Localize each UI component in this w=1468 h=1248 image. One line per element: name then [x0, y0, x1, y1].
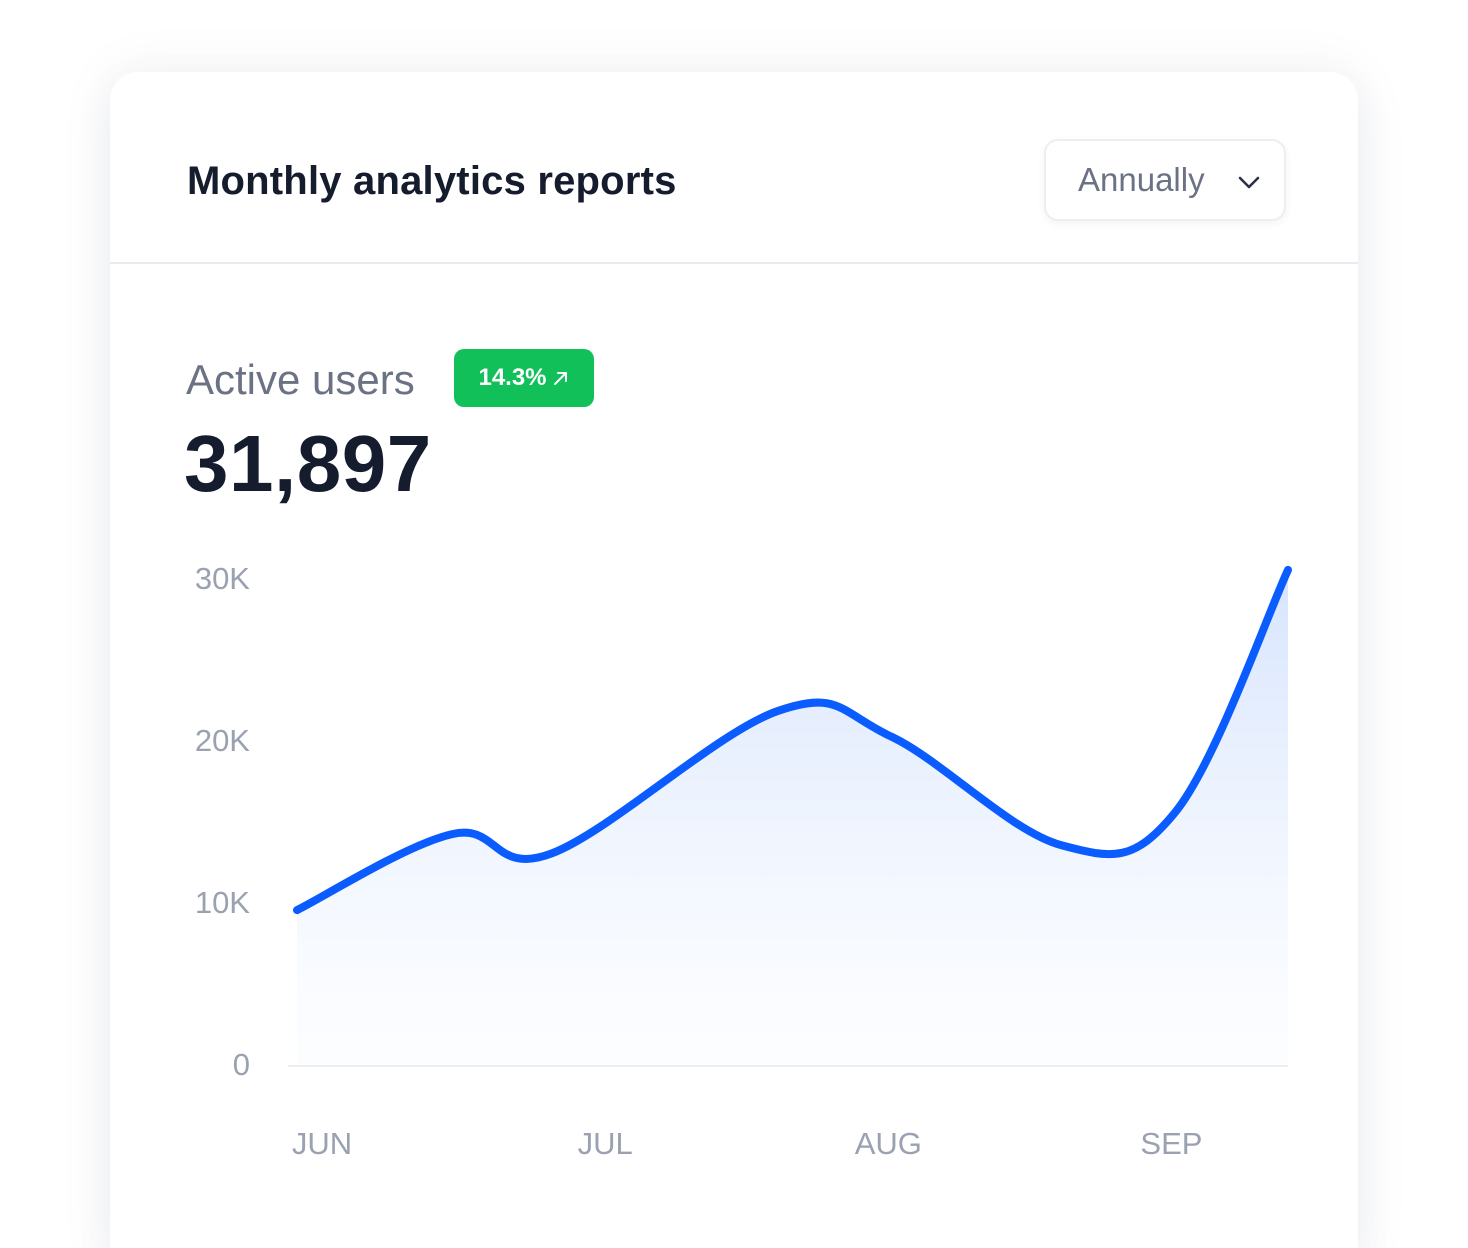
chevron-down-icon: [1238, 176, 1260, 189]
metric-value: 31,897: [184, 419, 432, 508]
card-header: Monthly analytics reports Annually: [110, 72, 1358, 264]
arrow-up-right-icon: [553, 372, 567, 385]
change-value: 14.3%: [478, 364, 547, 391]
series-line: [293, 565, 1292, 915]
period-select-value: Annually: [1078, 161, 1205, 198]
x-tick-label: SEP: [1140, 1126, 1202, 1161]
y-tick-label: 10K: [195, 885, 250, 920]
metric-label: Active users: [186, 356, 415, 403]
x-tick-label: JUL: [578, 1126, 633, 1161]
y-tick-label: 20K: [195, 723, 250, 758]
x-tick-label: AUG: [855, 1126, 922, 1161]
x-tick-label: JUN: [292, 1126, 352, 1161]
y-tick-label: 30K: [195, 561, 250, 596]
y-tick-label: 0: [233, 1047, 250, 1082]
card-title: Monthly analytics reports: [187, 159, 677, 203]
change-badge: 14.3%: [454, 349, 594, 407]
series-area: [297, 569, 1288, 1064]
period-select[interactable]: Annually: [1044, 139, 1286, 221]
